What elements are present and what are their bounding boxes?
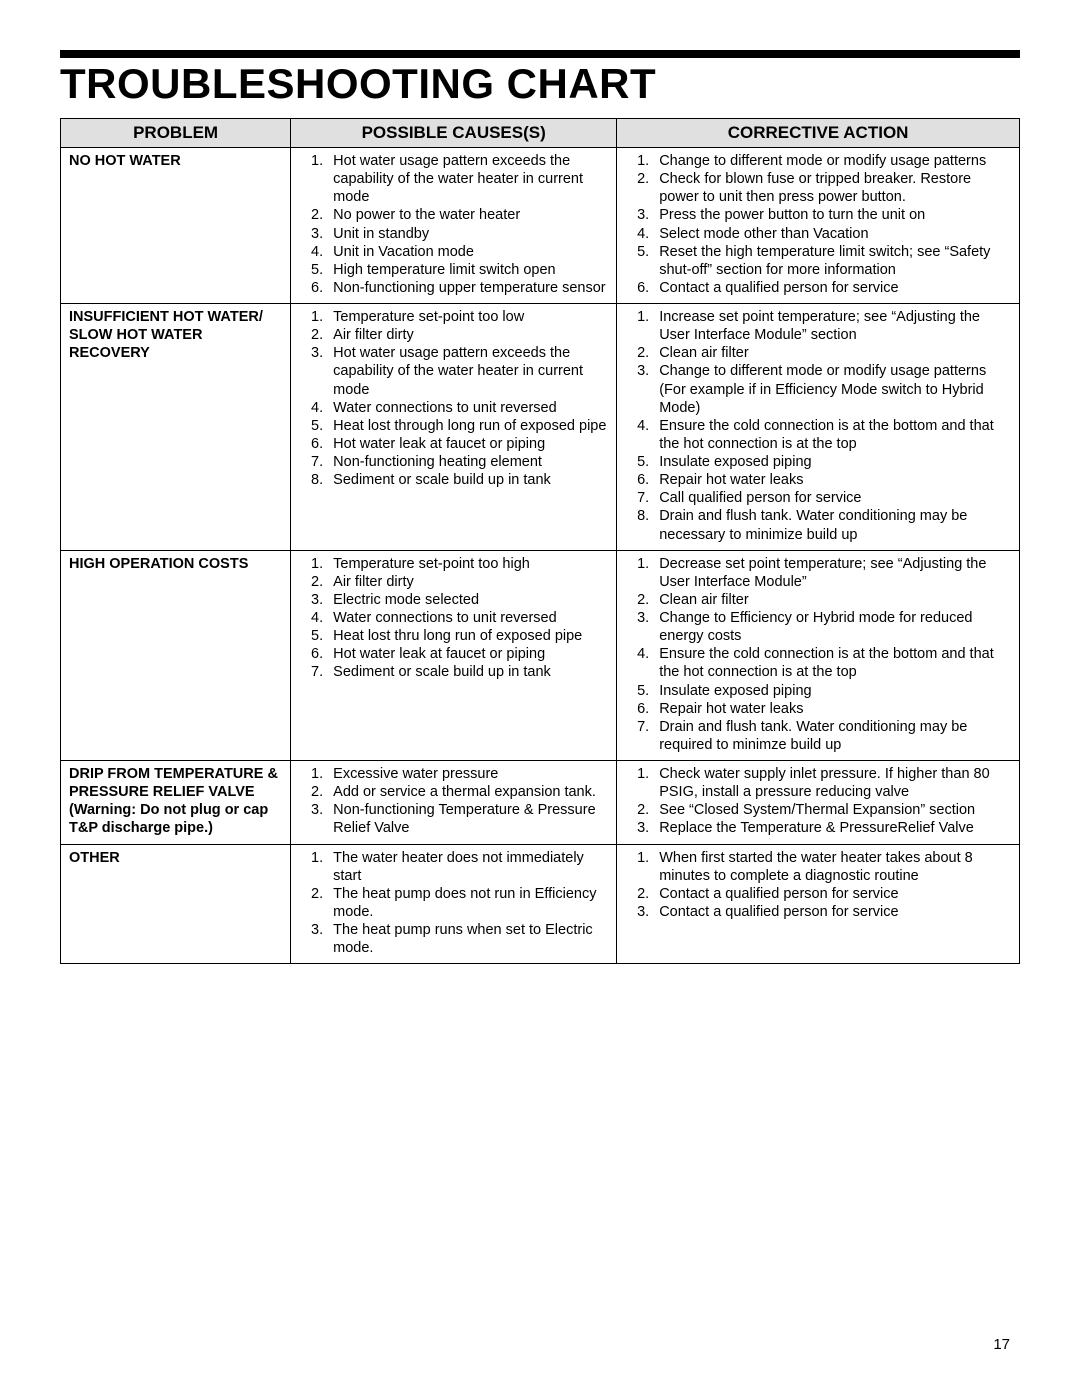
list-item: When first started the water heater take… bbox=[653, 849, 1011, 885]
troubleshooting-table: PROBLEM POSSIBLE CAUSES(S) CORRECTIVE AC… bbox=[60, 118, 1020, 964]
list-item: Clean air filter bbox=[653, 591, 1011, 609]
causes-cell: Temperature set-point too highAir filter… bbox=[291, 550, 617, 760]
list-item: Repair hot water leaks bbox=[653, 700, 1011, 718]
list-item: Excessive water pressure bbox=[327, 765, 608, 783]
table-row: INSUFFICIENT HOT WATER/ SLOW HOT WATER R… bbox=[61, 304, 1020, 551]
page-number: 17 bbox=[993, 1336, 1010, 1353]
list-item: Insulate exposed piping bbox=[653, 682, 1011, 700]
list-item: Drain and flush tank. Water conditioning… bbox=[653, 507, 1011, 543]
list-item: See “Closed System/Thermal Expansion” se… bbox=[653, 801, 1011, 819]
list-item: The water heater does not immediately st… bbox=[327, 849, 608, 885]
list-item: Hot water leak at faucet or piping bbox=[327, 645, 608, 663]
action-cell: Decrease set point temperature; see “Adj… bbox=[617, 550, 1020, 760]
list-item: Insulate exposed piping bbox=[653, 453, 1011, 471]
problem-cell: OTHER bbox=[61, 844, 291, 964]
list-item: Call qualified person for service bbox=[653, 489, 1011, 507]
list-item: Heat lost through long run of exposed pi… bbox=[327, 417, 608, 435]
list-item: No power to the water heater bbox=[327, 206, 608, 224]
causes-cell: Hot water usage pattern exceeds the capa… bbox=[291, 148, 617, 304]
list-item: Non-functioning upper temperature sensor bbox=[327, 279, 608, 297]
list-item: Repair hot water leaks bbox=[653, 471, 1011, 489]
problem-cell: DRIP FROM TEMPERATURE & PRESSURE RELIEF … bbox=[61, 761, 291, 845]
header-causes: POSSIBLE CAUSES(S) bbox=[291, 119, 617, 148]
table-row: DRIP FROM TEMPERATURE & PRESSURE RELIEF … bbox=[61, 761, 1020, 845]
list-item: Unit in Vacation mode bbox=[327, 243, 608, 261]
list-item: Contact a qualified person for service bbox=[653, 903, 1011, 921]
list-item: Unit in standby bbox=[327, 225, 608, 243]
list-item: Sediment or scale build up in tank bbox=[327, 663, 608, 681]
list-item: Change to Efficiency or Hybrid mode for … bbox=[653, 609, 1011, 645]
table-row: OTHER The water heater does not immediate… bbox=[61, 844, 1020, 964]
list-item: Hot water usage pattern exceeds the capa… bbox=[327, 344, 608, 398]
list-item: Air filter dirty bbox=[327, 326, 608, 344]
list-item: Press the power button to turn the unit … bbox=[653, 206, 1011, 224]
table-row: HIGH OPERATION COSTSTemperature set-poin… bbox=[61, 550, 1020, 760]
list-item: The heat pump does not run in Efficiency… bbox=[327, 885, 608, 921]
list-item: Replace the Temperature & PressureRelief… bbox=[653, 819, 1011, 837]
list-item: Non-functioning Temperature & Pressure R… bbox=[327, 801, 608, 837]
list-item: High temperature limit switch open bbox=[327, 261, 608, 279]
causes-cell: The water heater does not immediately st… bbox=[291, 844, 617, 964]
problem-cell: NO HOT WATER bbox=[61, 148, 291, 304]
list-item: Change to different mode or modify usage… bbox=[653, 152, 1011, 170]
causes-cell: Excessive water pressureAdd or service a… bbox=[291, 761, 617, 845]
list-item: Hot water usage pattern exceeds the capa… bbox=[327, 152, 608, 206]
list-item: Air filter dirty bbox=[327, 573, 608, 591]
list-item: The heat pump runs when set to Electric … bbox=[327, 921, 608, 957]
list-item: Ensure the cold connection is at the bot… bbox=[653, 417, 1011, 453]
list-item: Temperature set-point too low bbox=[327, 308, 608, 326]
header-problem: PROBLEM bbox=[61, 119, 291, 148]
list-item: Non-functioning heating element bbox=[327, 453, 608, 471]
list-item: Heat lost thru long run of exposed pipe bbox=[327, 627, 608, 645]
list-item: Reset the high temperature limit switch;… bbox=[653, 243, 1011, 279]
list-item: Drain and flush tank. Water conditioning… bbox=[653, 718, 1011, 754]
problem-cell: INSUFFICIENT HOT WATER/ SLOW HOT WATER R… bbox=[61, 304, 291, 551]
list-item: Check for blown fuse or tripped breaker.… bbox=[653, 170, 1011, 206]
list-item: Decrease set point temperature; see “Adj… bbox=[653, 555, 1011, 591]
list-item: Water connections to unit reversed bbox=[327, 399, 608, 417]
list-item: Check water supply inlet pressure. If hi… bbox=[653, 765, 1011, 801]
list-item: Ensure the cold connection is at the bot… bbox=[653, 645, 1011, 681]
list-item: Select mode other than Vacation bbox=[653, 225, 1011, 243]
action-cell: When first started the water heater take… bbox=[617, 844, 1020, 964]
table-row: NO HOT WATER Hot water usage pattern exce… bbox=[61, 148, 1020, 304]
list-item: Add or service a thermal expansion tank. bbox=[327, 783, 608, 801]
list-item: Electric mode selected bbox=[327, 591, 608, 609]
header-action: CORRECTIVE ACTION bbox=[617, 119, 1020, 148]
list-item: Change to different mode or modify usage… bbox=[653, 362, 1011, 416]
page-title: TROUBLESHOOTING CHART bbox=[60, 60, 1020, 108]
list-item: Temperature set-point too high bbox=[327, 555, 608, 573]
top-rule bbox=[60, 50, 1020, 58]
list-item: Contact a qualified person for service bbox=[653, 885, 1011, 903]
action-cell: Increase set point temperature; see “Adj… bbox=[617, 304, 1020, 551]
list-item: Contact a qualified person for service bbox=[653, 279, 1011, 297]
list-item: Clean air filter bbox=[653, 344, 1011, 362]
problem-cell: HIGH OPERATION COSTS bbox=[61, 550, 291, 760]
causes-cell: Temperature set-point too lowAir filter … bbox=[291, 304, 617, 551]
list-item: Water connections to unit reversed bbox=[327, 609, 608, 627]
action-cell: Change to different mode or modify usage… bbox=[617, 148, 1020, 304]
list-item: Increase set point temperature; see “Adj… bbox=[653, 308, 1011, 344]
action-cell: Check water supply inlet pressure. If hi… bbox=[617, 761, 1020, 845]
list-item: Hot water leak at faucet or piping bbox=[327, 435, 608, 453]
list-item: Sediment or scale build up in tank bbox=[327, 471, 608, 489]
